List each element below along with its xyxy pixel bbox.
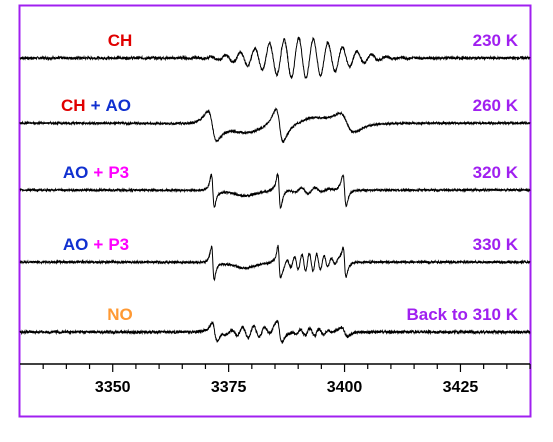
spectrum-trace-4 (19, 244, 531, 282)
temperature-label-1: 230 K (473, 31, 519, 50)
trace-label-part: CH (61, 96, 86, 115)
trace-label-part: NO (107, 305, 133, 324)
x-tick-label: 3400 (327, 379, 363, 396)
trace-label-part: + (91, 96, 101, 115)
trace-label-part: AO (106, 96, 132, 115)
trace-label-5: NO (107, 305, 133, 324)
trace-label-part: + (93, 235, 103, 254)
spectrum-trace-1 (19, 36, 531, 80)
trace-labels: CH 230 KCH + AO 260 KAO + P3 320 KAO + P3 330 KNO B… (61, 31, 519, 324)
x-tick-label: 3425 (443, 379, 479, 396)
trace-label-4: AO + P3 (63, 235, 129, 254)
plot-frame (18, 4, 532, 418)
trace-label-part: AO (63, 235, 89, 254)
spectrum-trace-3 (19, 172, 531, 210)
temperature-label-2: 260 K (473, 96, 519, 115)
x-tick-label: 3350 (95, 379, 131, 396)
trace-label-part: CH (108, 31, 133, 50)
trace-label-part: P3 (108, 235, 129, 254)
spectrum-trace-2 (19, 107, 531, 144)
x-axis-ticks: 3350 3375 3400 3425 (42, 364, 531, 396)
spectrum-trace-5 (19, 319, 531, 344)
temperature-label-4: 330 K (473, 235, 519, 254)
trace-label-part: AO (63, 163, 89, 182)
trace-label-2: CH + AO (61, 96, 131, 115)
spectrum-traces (19, 36, 531, 344)
trace-label-part: + (93, 163, 103, 182)
x-tick-label: 3375 (211, 379, 247, 396)
trace-label-3: AO + P3 (63, 163, 129, 182)
temperature-label-5: Back to 310 K (407, 305, 519, 324)
trace-label-1: CH (108, 31, 133, 50)
trace-label-part: P3 (108, 163, 129, 182)
temperature-label-3: 320 K (473, 163, 519, 182)
